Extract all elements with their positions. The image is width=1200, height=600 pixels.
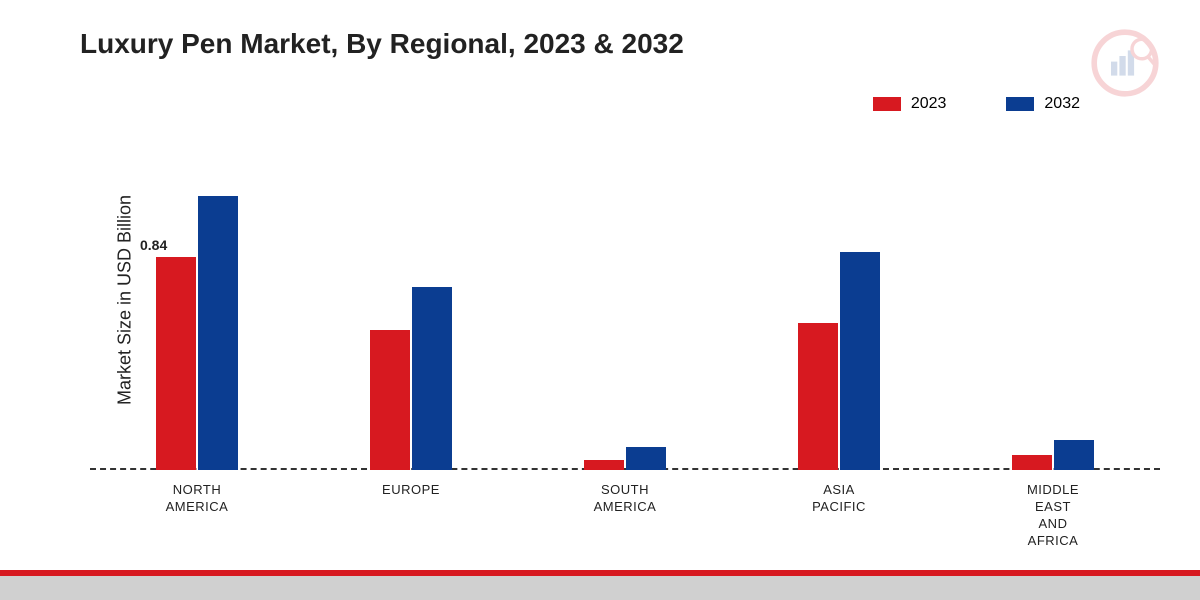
- legend-swatch-2023: [873, 97, 901, 111]
- bar-2023: [798, 323, 838, 470]
- legend-label-2032: 2032: [1044, 95, 1080, 113]
- chart-title: Luxury Pen Market, By Regional, 2023 & 2…: [80, 28, 684, 60]
- bar-2032: [198, 196, 238, 470]
- legend-item-2023: 2023: [873, 95, 947, 113]
- watermark-logo-icon: [1090, 28, 1160, 98]
- legend-label-2023: 2023: [911, 95, 947, 113]
- legend: 2023 2032: [873, 95, 1080, 113]
- x-axis-labels: NORTH AMERICA EUROPE SOUTH AMERICA ASIA PAC…: [90, 482, 1160, 550]
- bar-2023: [156, 257, 196, 470]
- x-axis-label: MIDDLE EAST AND AFRICA: [998, 482, 1108, 550]
- bar-2032: [840, 252, 880, 470]
- legend-item-2032: 2032: [1006, 95, 1080, 113]
- bar-2023: [370, 330, 410, 470]
- footer-bar: [0, 576, 1200, 600]
- bar-group: [998, 440, 1108, 470]
- bar-group: [784, 252, 894, 470]
- bar-groups: 0.84: [90, 140, 1160, 470]
- x-axis-label: NORTH AMERICA: [142, 482, 252, 550]
- chart-area: 0.84: [90, 140, 1160, 470]
- bar-2032: [412, 287, 452, 470]
- bar-2032: [626, 447, 666, 470]
- bar-2023: [584, 460, 624, 470]
- bar-2023: [1012, 455, 1052, 470]
- x-axis-label: SOUTH AMERICA: [570, 482, 680, 550]
- bar-2032: [1054, 440, 1094, 470]
- bar-group: [570, 447, 680, 470]
- bar-group: 0.84: [142, 196, 252, 470]
- chart-page: Luxury Pen Market, By Regional, 2023 & 2…: [0, 0, 1200, 600]
- x-axis-label: ASIA PACIFIC: [784, 482, 894, 550]
- x-axis-label: EUROPE: [356, 482, 466, 550]
- bar-value-label: 0.84: [140, 237, 167, 253]
- legend-swatch-2032: [1006, 97, 1034, 111]
- bar-group: [356, 287, 466, 470]
